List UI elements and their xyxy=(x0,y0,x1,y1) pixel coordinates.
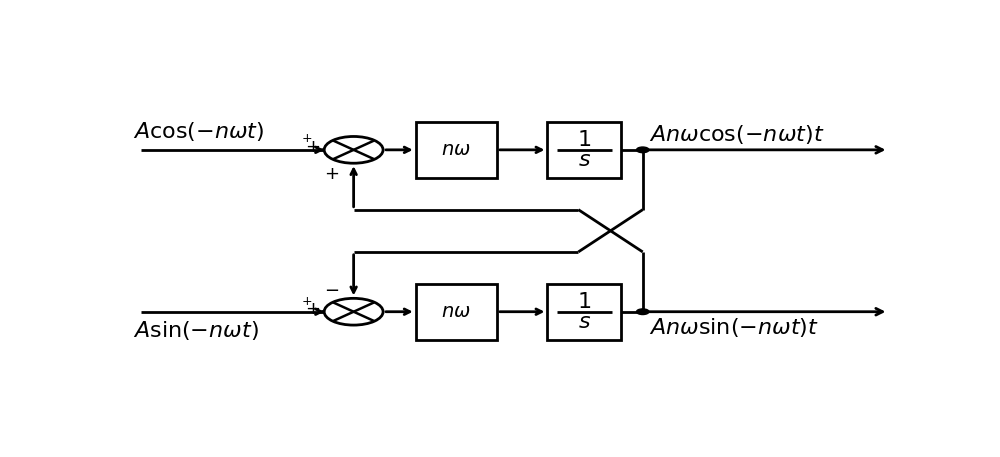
Text: $+$: $+$ xyxy=(305,300,320,318)
Text: $A\sin\!\left(-n\omega t\right)$: $A\sin\!\left(-n\omega t\right)$ xyxy=(133,319,259,342)
Text: $An\omega\cos\!\left(-n\omega t\right)t$: $An\omega\cos\!\left(-n\omega t\right)t$ xyxy=(649,122,824,146)
Text: $s$: $s$ xyxy=(578,150,591,170)
Circle shape xyxy=(637,147,649,153)
Bar xyxy=(416,122,497,178)
Bar xyxy=(547,122,621,178)
Circle shape xyxy=(637,309,649,314)
Text: $+$: $+$ xyxy=(305,138,320,156)
Text: $+$: $+$ xyxy=(324,165,339,183)
Text: $n\omega$: $n\omega$ xyxy=(441,302,471,321)
Text: $n\omega$: $n\omega$ xyxy=(441,140,471,159)
Text: $_+$: $_+$ xyxy=(299,127,313,144)
Bar xyxy=(547,283,621,340)
Bar xyxy=(416,283,497,340)
Text: $An\omega\sin\!\left(-n\omega t\right)t$: $An\omega\sin\!\left(-n\omega t\right)t$ xyxy=(649,316,819,339)
Text: $1$: $1$ xyxy=(577,130,591,150)
Text: $1$: $1$ xyxy=(577,292,591,312)
Text: $^+$: $^+$ xyxy=(299,296,313,314)
Text: $s$: $s$ xyxy=(578,312,591,332)
Text: $-$: $-$ xyxy=(324,280,339,298)
Text: $A\cos\!\left(-n\omega t\right)$: $A\cos\!\left(-n\omega t\right)$ xyxy=(133,120,264,143)
